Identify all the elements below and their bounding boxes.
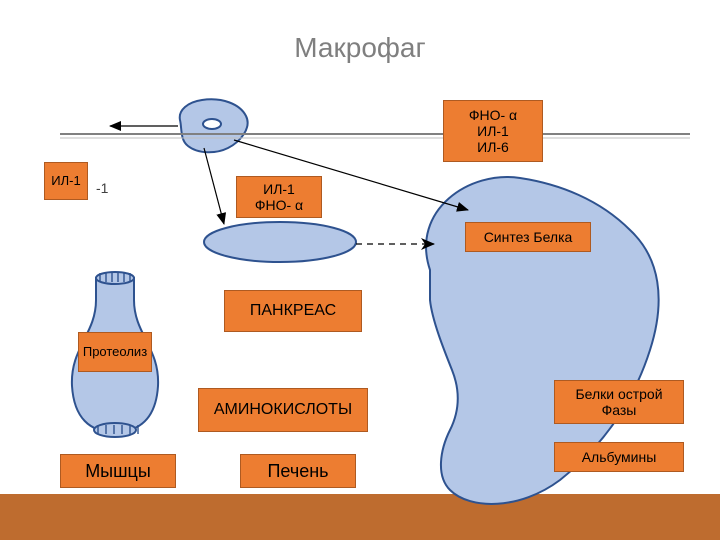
footer-strip [0, 494, 720, 540]
arrow-macrophage-to-pancreas [204, 148, 224, 224]
page-title: Макрофаг [0, 32, 720, 64]
box-synthesis: Синтез Белка [465, 222, 591, 252]
box-liver: Печень [240, 454, 356, 488]
box-acute-phase: Белки острой Фазы [554, 380, 684, 424]
box-aminoacids: АМИНОКИСЛОТЫ [198, 388, 368, 432]
box-proteolysis: Протеолиз [78, 332, 152, 372]
box-albumins: Альбумины [554, 442, 684, 472]
macrophage-hole [203, 119, 221, 129]
box-pancreas: ПАНКРЕАС [224, 290, 362, 332]
box-fno-il1-il6: ФНО- α ИЛ-1 ИЛ-6 [443, 100, 543, 162]
text-il1-dash: -1 [96, 180, 108, 196]
muscle-top-ellipse [96, 272, 134, 284]
box-muscles: Мышцы [60, 454, 176, 488]
box-il1-fno: ИЛ-1 ФНО- α [236, 176, 322, 218]
pancreas-shape [204, 222, 356, 262]
box-il1: ИЛ-1 [44, 162, 88, 200]
